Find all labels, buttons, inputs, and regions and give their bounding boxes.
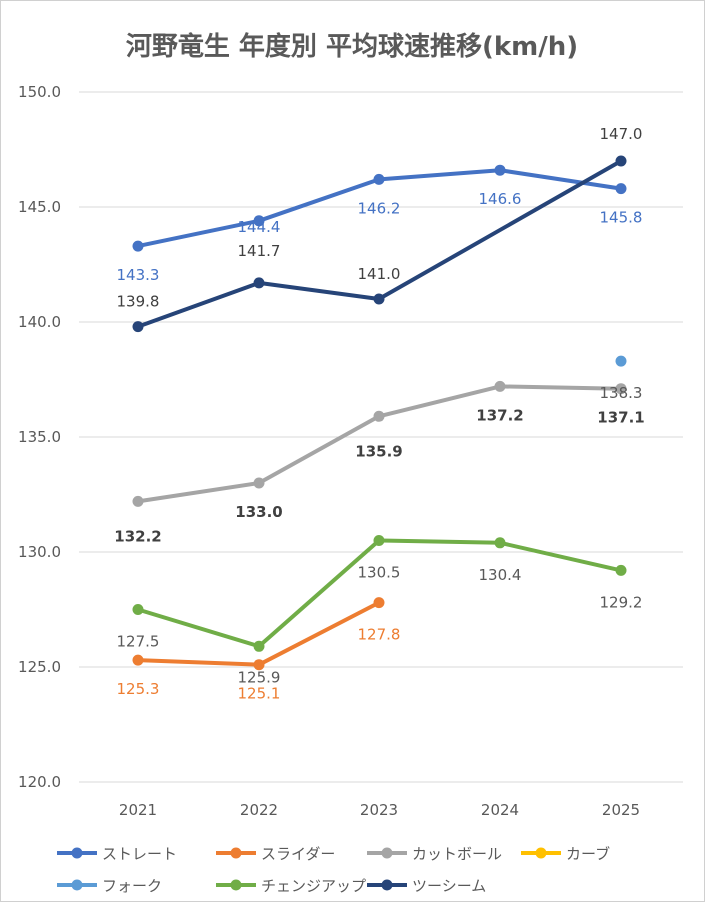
data-label: 147.0 xyxy=(600,125,643,143)
data-point xyxy=(253,277,265,289)
data-label: 144.4 xyxy=(238,218,281,236)
y-tick-label: 125.0 xyxy=(18,658,61,676)
data-label: 137.2 xyxy=(476,406,523,424)
x-tick-label: 2021 xyxy=(119,801,157,819)
legend-marker xyxy=(381,879,393,891)
series-1 xyxy=(132,597,385,671)
y-tick-label: 120.0 xyxy=(18,773,61,791)
series-2 xyxy=(132,380,627,507)
data-label: 129.2 xyxy=(600,593,643,611)
y-tick-label: 130.0 xyxy=(18,543,61,561)
data-label: 146.2 xyxy=(358,199,401,217)
data-point xyxy=(253,215,265,227)
legend-label: ストレート xyxy=(102,845,177,863)
data-point xyxy=(132,654,144,666)
legend-marker xyxy=(535,847,547,859)
data-point xyxy=(615,355,627,367)
legend-label: スライダー xyxy=(261,845,335,863)
grid-layer: 120.0 125.0 130.0 135.0 140.0 145.0 150.0 2021 2… xyxy=(18,83,683,819)
data-point xyxy=(253,659,265,671)
data-label: 125.9 xyxy=(238,668,281,686)
x-tick-label: 2024 xyxy=(481,801,519,819)
legend-item: カーブ xyxy=(521,845,610,863)
data-point xyxy=(615,383,627,395)
data-point xyxy=(615,564,627,576)
y-tick-label: 140.0 xyxy=(18,313,61,331)
series-layer xyxy=(132,155,627,671)
legend-marker xyxy=(230,847,242,859)
legend-marker xyxy=(230,879,242,891)
data-label: 138.3 xyxy=(600,384,643,402)
legend-item: チェンジアップ xyxy=(216,877,366,895)
data-label: 141.7 xyxy=(238,242,281,260)
legend-label: カットボール xyxy=(412,845,502,863)
data-point xyxy=(615,183,627,195)
legend-item: カットボール xyxy=(367,845,502,863)
series-5 xyxy=(132,535,627,652)
data-point xyxy=(132,321,144,333)
x-tick-label: 2022 xyxy=(240,801,278,819)
data-label: 139.8 xyxy=(117,293,160,311)
data-label: 132.2 xyxy=(114,527,161,545)
legend-marker xyxy=(71,847,83,859)
legend-marker xyxy=(71,879,83,891)
series-line xyxy=(136,600,381,667)
series-0 xyxy=(132,164,627,252)
data-point xyxy=(373,597,385,609)
data-label: 141.0 xyxy=(358,265,401,283)
data-label: 130.4 xyxy=(479,566,522,584)
data-point xyxy=(132,240,144,252)
x-tick-label: 2023 xyxy=(360,801,398,819)
legend-label: ツーシーム xyxy=(412,877,486,895)
data-point xyxy=(373,410,385,422)
data-point xyxy=(132,495,144,507)
legend-label: チェンジアップ xyxy=(261,877,366,895)
data-point xyxy=(494,164,506,176)
legend-item: ツーシーム xyxy=(367,877,486,895)
series-line xyxy=(136,159,623,329)
legend-item: フォーク xyxy=(57,877,162,895)
data-label: 127.8 xyxy=(358,626,401,644)
data-label: 130.5 xyxy=(358,564,401,582)
data-label: 146.6 xyxy=(479,190,522,208)
data-point xyxy=(494,380,506,392)
data-label-layer: 132.2 133.0 135.9 137.2 137.1 127.5 125.9 130.5… xyxy=(114,125,644,703)
data-point xyxy=(373,293,385,305)
y-tick-label: 135.0 xyxy=(18,428,61,446)
legend-label: フォーク xyxy=(102,877,162,895)
legend-marker xyxy=(381,847,393,859)
data-label: 137.1 xyxy=(597,409,644,427)
legend-item: スライダー xyxy=(216,845,335,863)
data-label: 127.5 xyxy=(117,633,160,651)
data-point xyxy=(373,535,385,546)
data-label: 135.9 xyxy=(355,442,402,460)
data-point xyxy=(494,537,506,549)
legend-item: ストレート xyxy=(57,845,177,863)
data-label: 145.8 xyxy=(600,209,643,227)
data-point xyxy=(253,640,265,652)
data-label: 143.3 xyxy=(117,266,160,284)
x-tick-label: 2025 xyxy=(602,801,640,819)
data-point xyxy=(615,155,627,167)
series-4 xyxy=(615,355,627,367)
data-label: 125.1 xyxy=(238,685,281,703)
data-point xyxy=(373,173,385,185)
data-label: 125.3 xyxy=(117,680,160,698)
data-point xyxy=(132,604,144,615)
y-tick-label: 145.0 xyxy=(18,198,61,216)
data-point xyxy=(253,477,265,489)
legend-label: カーブ xyxy=(566,845,610,863)
y-tick-label: 150.0 xyxy=(18,83,61,101)
chart-title: 河野竜生 年度別 平均球速推移(km/h) xyxy=(126,31,578,62)
data-label: 133.0 xyxy=(235,503,282,521)
series-6 xyxy=(132,155,627,333)
